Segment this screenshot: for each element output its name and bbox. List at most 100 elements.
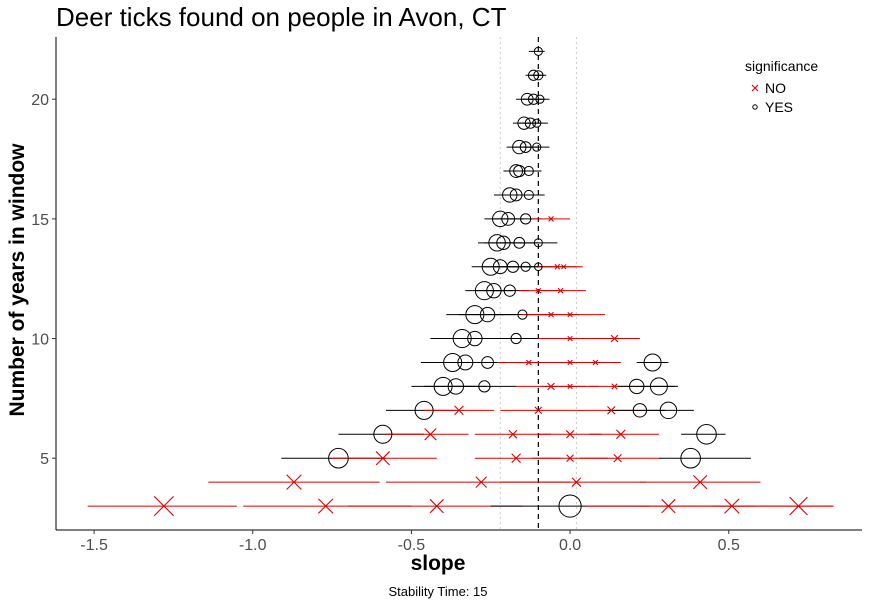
data-point-38 [465, 305, 485, 325]
data-point-25 [533, 238, 543, 248]
chart-title: Deer ticks found on people in Avon, CT [56, 2, 507, 32]
legend: significance NO YES [745, 58, 818, 116]
y-tick-label-0: 5 [40, 451, 49, 468]
data-point-53-stroke-b [592, 359, 599, 366]
data-point-74 [696, 423, 717, 445]
data-point-22 [488, 234, 506, 252]
data-point-23 [496, 235, 511, 250]
data-point-84 [693, 474, 708, 490]
data-point-40 [517, 309, 528, 320]
data-point-52 [567, 359, 573, 366]
data-point-32-stroke-b [561, 264, 567, 270]
data-point-79 [613, 453, 622, 463]
y-tick-label-2: 15 [31, 212, 49, 229]
data-point-43 [452, 329, 472, 349]
data-point-1 [527, 69, 540, 81]
data-point-91-stroke-b [789, 496, 808, 516]
data-point-70-stroke-b [424, 428, 437, 441]
data-point-78 [566, 454, 574, 463]
data-point-79-stroke-b [613, 453, 622, 463]
data-point-57 [478, 380, 491, 393]
data-point-24 [513, 236, 526, 249]
y-tick-label-3: 20 [31, 92, 49, 109]
x-tick-label-0: -1.5 [80, 537, 108, 554]
legend-entry-no: NO [745, 78, 818, 97]
data-point-87-stroke-b [429, 498, 444, 514]
x-axis-title: slope [410, 552, 466, 575]
data-point-73-stroke-b [616, 429, 626, 440]
data-point-73 [616, 429, 626, 440]
data-point-64 [454, 405, 464, 416]
data-point-56 [447, 378, 465, 395]
data-point-13 [513, 164, 526, 178]
data-point-48 [443, 352, 463, 372]
data-point-86-stroke-b [317, 498, 334, 514]
data-point-55 [433, 376, 453, 396]
data-point-58-stroke-b [547, 382, 555, 391]
data-point-67 [632, 403, 648, 418]
data-point-53 [592, 359, 599, 366]
data-point-44 [467, 330, 483, 347]
data-point-61 [629, 378, 645, 395]
data-point-80 [680, 447, 701, 469]
data-point-36 [535, 287, 542, 294]
data-point-46-stroke-b [567, 335, 573, 342]
data-point-37 [557, 287, 564, 294]
data-point-51 [525, 359, 532, 366]
x-tick-label-2: -0.5 [398, 537, 426, 554]
data-point-62 [649, 377, 668, 396]
data-point-47 [610, 334, 619, 343]
data-point-89 [661, 498, 676, 514]
data-point-8 [532, 118, 542, 128]
data-point-18 [492, 210, 509, 228]
data-point-78-stroke-b [566, 454, 574, 463]
data-point-85 [153, 495, 174, 517]
data-point-41-stroke-b [548, 311, 554, 318]
legend-title: significance [745, 58, 819, 74]
data-point-16 [509, 188, 523, 202]
data-point-89-stroke-b [661, 498, 676, 514]
data-point-52-stroke-b [567, 359, 573, 366]
data-point-17 [523, 189, 534, 201]
data-point-58 [547, 382, 555, 391]
data-point-3 [520, 92, 534, 106]
data-point-76 [375, 451, 390, 466]
data-point-31-stroke-b [554, 263, 561, 270]
legend-label-yes: YES [765, 98, 794, 115]
data-point-14 [523, 165, 534, 177]
legend-label-no: NO [765, 79, 786, 96]
data-point-39 [479, 306, 496, 323]
data-point-7 [524, 117, 537, 129]
data-point-46 [567, 335, 573, 342]
legend-entry-yes: YES [745, 97, 818, 116]
data-point-10 [519, 141, 532, 153]
cross-icon [745, 80, 765, 96]
data-point-45 [510, 332, 522, 345]
data-point-84-stroke-b [693, 474, 708, 490]
data-point-70 [424, 428, 437, 441]
axes: -1.5 -1.0 -0.5 0.0 0.5 5 10 15 20 [31, 37, 862, 554]
data-point-60 [611, 383, 618, 390]
data-point-20 [520, 213, 532, 225]
data-point-42-stroke-b [567, 311, 573, 318]
data-point-75 [328, 447, 349, 469]
plot-marks [87, 46, 834, 518]
data-point-50 [481, 356, 494, 369]
data-point-59 [567, 383, 573, 390]
data-point-33 [474, 281, 494, 301]
data-point-82-stroke-b [475, 476, 488, 488]
data-point-68 [659, 401, 678, 420]
data-point-77 [511, 453, 521, 464]
data-point-47-stroke-b [610, 334, 619, 343]
data-point-21-stroke-b [548, 216, 554, 222]
data-point-11 [532, 142, 542, 152]
data-point-72 [565, 430, 575, 439]
data-point-26 [481, 257, 500, 276]
data-point-66-stroke-b [607, 406, 616, 415]
data-point-65 [534, 406, 543, 415]
data-point-65-stroke-b [534, 406, 543, 415]
data-point-37-stroke-b [557, 287, 564, 294]
data-point-87 [429, 498, 444, 514]
data-point-0 [533, 46, 543, 56]
data-point-69 [373, 424, 393, 444]
